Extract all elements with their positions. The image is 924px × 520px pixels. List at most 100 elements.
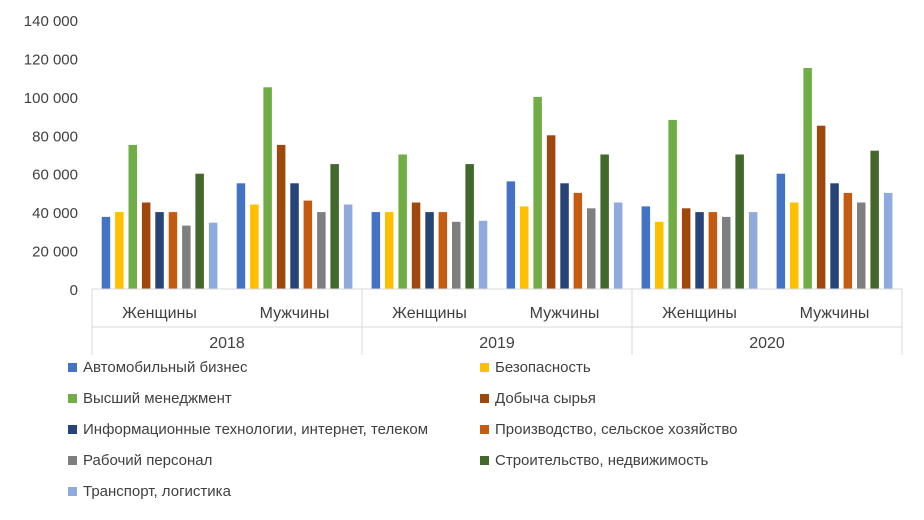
legend-swatch (68, 363, 77, 372)
x-tick-label: Женщины (122, 305, 197, 322)
legend-swatch (480, 363, 489, 372)
legend-item: Производство, сельское хозяйство (480, 418, 888, 441)
legend-swatch (480, 456, 489, 465)
legend-item: Строительство, недвижимость (480, 449, 888, 472)
legend-label: Информационные технологии, интернет, тел… (83, 421, 428, 438)
bar (425, 212, 434, 289)
bar (546, 135, 556, 289)
x-tick-label: Мужчины (530, 305, 600, 322)
bar (452, 221, 461, 290)
bar (857, 202, 866, 289)
bar (141, 202, 151, 289)
bar (317, 212, 326, 289)
legend-item: Безопасность (480, 356, 888, 379)
bars (101, 68, 893, 290)
legend-swatch (480, 425, 489, 434)
legend-label: Добыча сырья (495, 390, 596, 407)
legend-swatch (68, 394, 77, 403)
group-label: 2018 (209, 335, 245, 352)
y-tick-label: 60 000 (32, 167, 78, 184)
bar (776, 173, 786, 289)
y-axis: 0 20 000 40 000 60 000 80 000 100 000 120 000 1… (24, 13, 78, 299)
legend-item: Высший менеджмент (68, 387, 480, 410)
legend-label: Автомобильный бизнес (83, 359, 248, 376)
bar (411, 202, 421, 289)
bar (655, 221, 664, 290)
bar (600, 154, 609, 289)
legend-item: Автомобильный бизнес (68, 356, 480, 379)
legend-label: Транспорт, логистика (83, 483, 231, 500)
bar (668, 119, 677, 290)
x-axis: Женщины Мужчины Женщины Мужчины Женщины Мужчи… (91, 288, 903, 355)
bar (438, 212, 448, 289)
bar (790, 202, 799, 289)
bar (573, 192, 583, 289)
legend-label: Безопасность (495, 359, 591, 376)
legend-label: Высший менеджмент (83, 390, 232, 407)
bar (465, 164, 474, 289)
y-tick-label: 40 000 (32, 205, 78, 222)
y-tick-label: 20 000 (32, 244, 78, 261)
bar (695, 212, 704, 289)
bar (290, 183, 299, 289)
bar (641, 206, 651, 289)
bar (587, 208, 596, 289)
bar-chart: 0 20 000 40 000 60 000 80 000 100 000 120 000 1… (24, 13, 903, 355)
bar (303, 200, 313, 289)
bar (883, 192, 893, 289)
legend-item: Рабочий персонал (68, 449, 480, 472)
y-tick-label: 120 000 (24, 51, 78, 68)
legend-swatch (68, 425, 77, 434)
x-tick-label: Женщины (392, 305, 467, 322)
bar (560, 183, 569, 289)
bar (533, 96, 542, 290)
bar (276, 144, 286, 289)
bar (182, 225, 191, 289)
bar (816, 125, 826, 289)
x-tick-label: Мужчины (260, 305, 330, 322)
legend: Автомобильный бизнес Безопасность Высший м… (68, 356, 888, 503)
bar (195, 173, 204, 289)
bar (101, 216, 111, 289)
bar (263, 87, 272, 290)
legend-label: Производство, сельское хозяйство (495, 421, 738, 438)
bar (681, 208, 691, 289)
group-label: 2020 (749, 335, 785, 352)
bar (506, 181, 516, 289)
legend-label: Строительство, недвижимость (495, 452, 709, 469)
bar (843, 192, 853, 289)
legend-swatch (68, 456, 77, 465)
y-tick-label: 80 000 (32, 128, 78, 145)
x-tick-label: Женщины (662, 305, 737, 322)
bar (128, 144, 137, 289)
bar (250, 204, 259, 289)
bar (722, 216, 731, 289)
bar (155, 212, 164, 289)
bar (735, 154, 744, 289)
bar (385, 212, 394, 289)
bar (330, 164, 339, 289)
bar (520, 206, 529, 289)
bar (236, 183, 246, 289)
legend-item: Транспорт, логистика (68, 480, 480, 503)
bar (830, 183, 839, 289)
bar (208, 222, 218, 289)
legend-item: Добыча сырья (480, 387, 888, 410)
bar (371, 212, 381, 289)
y-tick-label: 100 000 (24, 90, 78, 107)
legend-swatch (68, 487, 77, 496)
y-tick-label: 0 (70, 282, 78, 299)
bar (748, 212, 758, 289)
legend-label: Рабочий персонал (83, 452, 213, 469)
x-tick-label: Мужчины (800, 305, 870, 322)
bar (803, 68, 812, 289)
y-tick-label: 140 000 (24, 13, 78, 30)
bar (168, 212, 178, 289)
bar (478, 220, 488, 289)
bar (870, 150, 879, 289)
bar (613, 202, 623, 289)
bar (115, 212, 124, 289)
legend-item: Информационные технологии, интернет, тел… (68, 418, 480, 441)
group-label: 2019 (479, 335, 515, 352)
bar (343, 204, 353, 289)
